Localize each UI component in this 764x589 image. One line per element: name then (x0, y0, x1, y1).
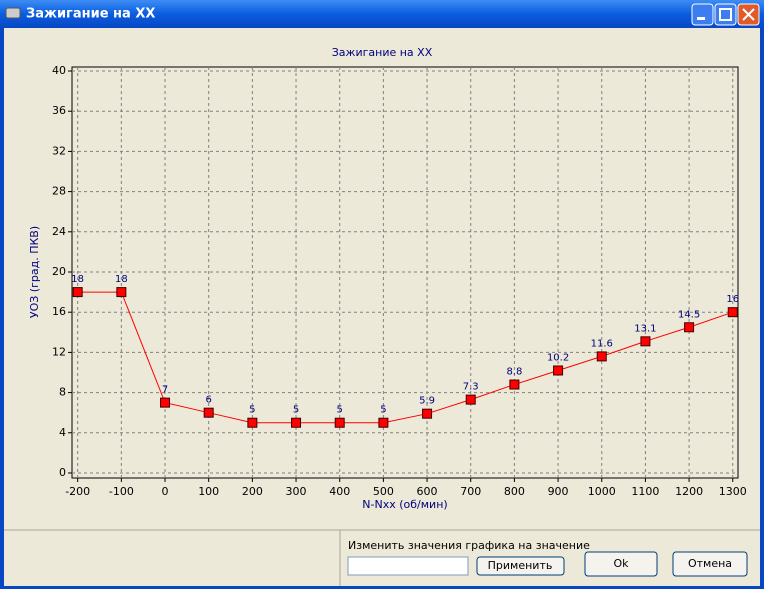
data-point (203, 407, 214, 418)
y-tick-label: 32 (52, 144, 66, 157)
x-tick-label: 1200 (675, 485, 703, 498)
x-tick-label: 900 (548, 485, 569, 498)
data-point (334, 417, 345, 428)
client-area (4, 28, 760, 586)
minimize-icon (697, 17, 705, 20)
data-label: 5 (293, 405, 299, 416)
close-icon (742, 8, 755, 21)
apply-button[interactable] (476, 556, 565, 576)
y-axis-label: УОЗ (град. ПКВ) (28, 226, 41, 318)
y-tick-label: 40 (52, 64, 66, 77)
x-tick-label: 0 (162, 485, 169, 498)
x-tick-label: 400 (329, 485, 350, 498)
title-bar (0, 0, 764, 28)
prompt-label: Изменить значения графика на значение (348, 539, 590, 552)
x-tick-label: 300 (286, 485, 307, 498)
x-tick-label: 200 (242, 485, 263, 498)
data-label: 5 (380, 405, 386, 416)
data-label: 16 (726, 294, 739, 305)
data-point (378, 417, 389, 428)
x-tick-label: 800 (504, 485, 525, 498)
x-tick-label: 1300 (719, 485, 747, 498)
ok-button[interactable] (584, 551, 658, 577)
window-title: Зажигание на XX (26, 7, 155, 22)
data-point (465, 394, 476, 405)
data-point (422, 408, 433, 419)
chart-title: Зажигание на XX (332, 46, 433, 59)
data-point (596, 351, 607, 362)
y-tick-label: 16 (52, 305, 66, 318)
data-point (247, 417, 258, 428)
data-label: 7.3 (463, 382, 479, 393)
x-axis-label: N-Nxx (об/мин) (362, 498, 447, 511)
data-label: 7 (162, 385, 168, 396)
x-tick-label: 700 (460, 485, 481, 498)
x-tick-label: -200 (65, 485, 90, 498)
x-tick-label: 1000 (588, 485, 616, 498)
y-tick-label: 0 (59, 466, 66, 479)
x-tick-label: 600 (417, 485, 438, 498)
cancel-button-label: Отмена (688, 557, 732, 570)
window-icon (5, 7, 21, 19)
plot-frame (71, 66, 739, 479)
data-label: 10.2 (547, 352, 569, 363)
data-point (291, 417, 302, 428)
data-label: 5 (337, 405, 343, 416)
value-input[interactable] (347, 556, 469, 576)
minimize-button[interactable] (691, 3, 714, 26)
y-tick-label: 28 (52, 185, 66, 198)
y-tick-label: 20 (52, 265, 66, 278)
y-tick-label: 12 (52, 345, 66, 358)
cancel-button[interactable] (672, 551, 748, 577)
data-label: 11.6 (591, 338, 613, 349)
y-tick-label: 36 (52, 104, 66, 117)
x-tick-label: 500 (373, 485, 394, 498)
x-tick-label: -100 (109, 485, 134, 498)
ok-button-label: Ok (613, 557, 629, 570)
data-point (160, 397, 171, 408)
data-line (77, 291, 733, 424)
apply-button-label: Применить (488, 559, 553, 572)
x-tick-label: 1100 (631, 485, 659, 498)
data-label: 13.1 (634, 323, 656, 334)
data-point (116, 287, 127, 298)
data-point (640, 336, 651, 347)
data-label: 18 (115, 274, 128, 285)
data-point (553, 365, 564, 376)
data-label: 5.9 (419, 396, 435, 407)
data-label: 18 (71, 274, 84, 285)
y-tick-label: 24 (52, 225, 66, 238)
data-point (727, 307, 738, 318)
data-label: 6 (206, 395, 212, 406)
data-point (509, 379, 520, 390)
data-label: 8.8 (506, 367, 522, 378)
y-tick-label: 8 (59, 386, 66, 399)
data-point (72, 287, 83, 298)
y-tick-label: 4 (59, 426, 66, 439)
data-point (684, 322, 695, 333)
maximize-icon (719, 8, 732, 21)
data-label: 14.5 (678, 309, 700, 320)
x-tick-label: 100 (198, 485, 219, 498)
maximize-button[interactable] (714, 3, 737, 26)
data-label: 5 (249, 405, 255, 416)
